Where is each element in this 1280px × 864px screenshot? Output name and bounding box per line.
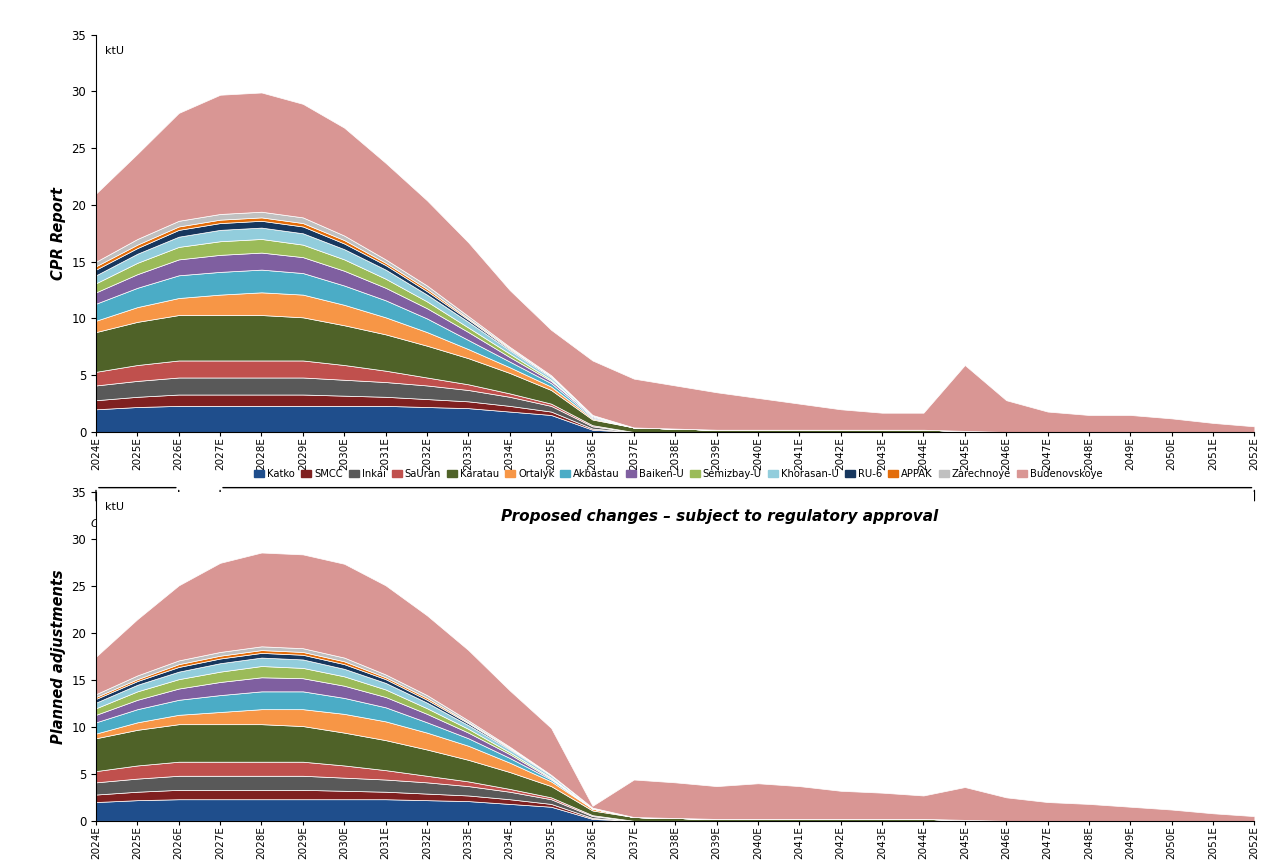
- Y-axis label: CPR Report: CPR Report: [51, 187, 65, 280]
- Y-axis label: Planned adjustments: Planned adjustments: [51, 569, 65, 744]
- Text: CPR 2018 report: CPR 2018 report: [691, 519, 783, 530]
- Text: Proposed changes – subject to regulatory approval: Proposed changes – subject to regulatory…: [502, 509, 938, 524]
- Text: ktU: ktU: [105, 47, 124, 56]
- Text: CPR 2022 report: CPR 2022 report: [91, 519, 183, 530]
- Legend: Katko, SMCC, Inkai, SaUran, Karatau, Ortalyk, Akbastau, Baiken-U, Semizbay-U, Kh: Katko, SMCC, Inkai, SaUran, Karatau, Ort…: [251, 465, 1106, 483]
- Text: ktU: ktU: [105, 502, 124, 512]
